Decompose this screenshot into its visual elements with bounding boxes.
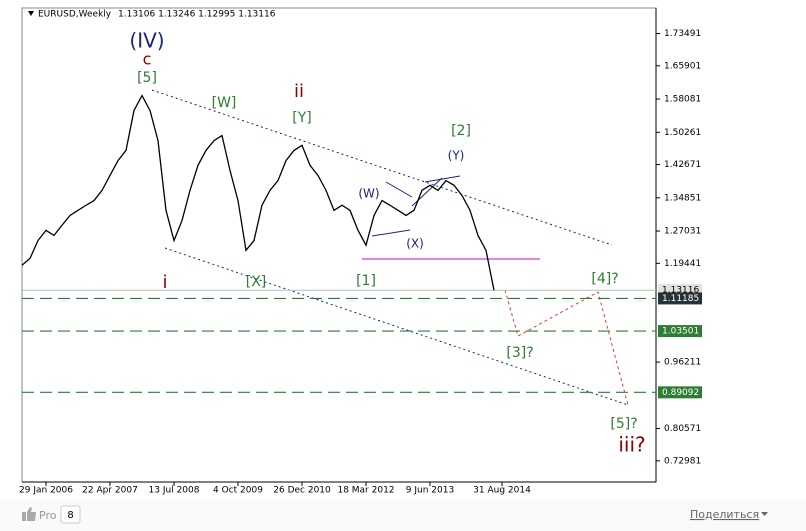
wave-label: iii? [618, 433, 645, 457]
level-label: 1.03501 [662, 327, 699, 337]
like-icon[interactable] [22, 507, 36, 521]
wave-label: [3]? [506, 345, 533, 361]
wave-label: c [143, 50, 152, 69]
chart-title: EURUSD,Weekly [38, 10, 112, 20]
wave-label: [Y] [292, 110, 311, 126]
price-line [21, 94, 495, 291]
wave-line [371, 229, 411, 237]
share-arrow[interactable] [761, 512, 768, 516]
y-tick-label: 1.73491 [664, 29, 701, 39]
y-tick-label: 0.96211 [664, 358, 701, 368]
like-count: 8 [67, 510, 73, 521]
current-price-label: 1.13116 [662, 286, 699, 296]
wave-label: [1] [356, 273, 376, 289]
x-tick-label: 31 Aug 2014 [473, 486, 531, 496]
wave-label: [X] [246, 274, 267, 290]
footer-bar [0, 500, 806, 531]
wave-label: [5] [137, 70, 157, 86]
x-tick-label: 4 Oct 2009 [213, 486, 263, 496]
y-tick-label: 1.58081 [664, 95, 701, 105]
x-tick-label: 22 Apr 2007 [82, 486, 138, 496]
x-tick-label: 9 Jun 2013 [406, 486, 454, 496]
pro-label: Pro [39, 509, 57, 522]
wave-label: ii [294, 81, 304, 102]
wave-label: (X) [406, 237, 424, 251]
x-tick-label: 26 Dec 2010 [273, 486, 331, 496]
y-tick-label: 1.65901 [664, 61, 701, 71]
wave-label: (IV) [129, 29, 164, 53]
y-tick-label: 1.27031 [664, 227, 701, 237]
level-box [658, 386, 702, 399]
level-box [658, 325, 702, 338]
y-tick-label: 1.34851 [664, 193, 701, 203]
wave-line [385, 181, 413, 198]
y-tick-label: 0.72981 [664, 456, 701, 466]
wave-label: [2] [451, 123, 471, 139]
trend-line [151, 89, 613, 246]
wave-label: (Y) [448, 149, 465, 163]
y-tick-label: 0.80571 [664, 424, 701, 434]
menu-arrow [28, 11, 34, 16]
y-tick-label: 1.50261 [664, 128, 701, 138]
trend-line [164, 247, 629, 406]
level-label: 0.89092 [662, 388, 699, 398]
x-tick-label: 13 Jul 2008 [149, 486, 200, 496]
wave-label: (W) [358, 187, 379, 201]
wave-label: [4]? [591, 271, 618, 287]
wave-label: [W] [212, 95, 237, 111]
y-tick-label: 1.19441 [664, 259, 701, 269]
y-tick-label: 1.42671 [664, 160, 701, 170]
wave-label: [5]? [610, 416, 637, 432]
share-link[interactable]: Поделиться [690, 508, 759, 521]
level-label: 1.11185 [662, 294, 699, 304]
wave-label: i [162, 272, 167, 293]
count-box [60, 505, 81, 524]
x-tick-label: 18 Mar 2012 [337, 486, 394, 496]
ohlc: 1.13106 1.13246 1.12995 1.13116 [118, 10, 276, 20]
wave-line [424, 175, 461, 183]
level-box [658, 292, 702, 305]
x-tick-label: 29 Jan 2006 [19, 486, 73, 496]
plot-frame [21, 7, 657, 483]
